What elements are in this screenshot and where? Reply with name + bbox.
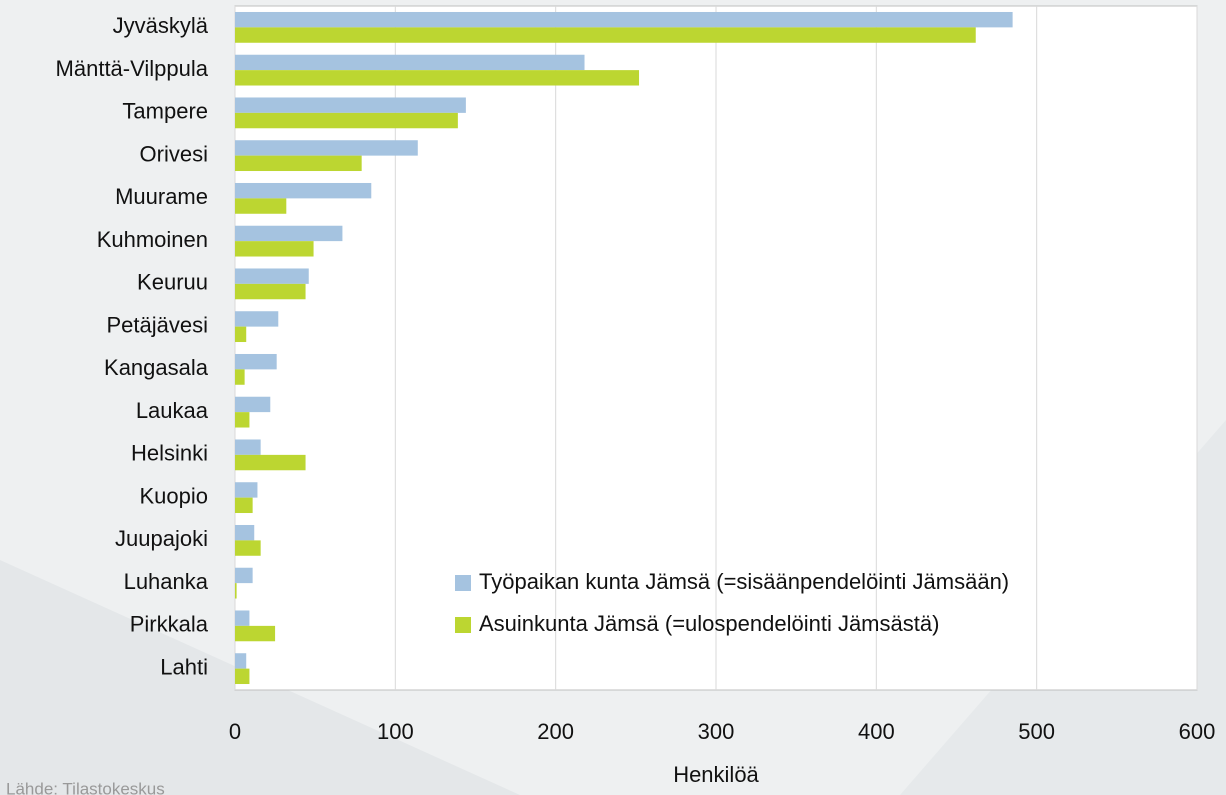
bar <box>235 668 250 685</box>
y-tick-label: Orivesi <box>140 141 208 166</box>
bar <box>235 540 261 556</box>
bar <box>235 326 247 343</box>
x-tick-label: 300 <box>698 719 735 744</box>
x-tick-label: 600 <box>1179 719 1216 744</box>
bar <box>235 567 253 584</box>
bar <box>235 497 253 514</box>
y-tick-label: Luhanka <box>124 569 209 594</box>
bar <box>235 225 343 242</box>
legend-swatch <box>455 575 471 591</box>
bar <box>235 524 255 541</box>
legend-label: Asuinkunta Jämsä (=ulospendelöinti Jämsä… <box>479 611 939 636</box>
y-tick-label: Juupajoki <box>115 526 208 551</box>
y-tick-label: Petäjävesi <box>106 312 208 337</box>
bar <box>235 454 306 471</box>
bar <box>235 625 276 642</box>
legend-swatch <box>455 617 471 633</box>
y-tick-label: Mänttä-Vilppula <box>56 56 209 81</box>
y-tick-label: Kuhmoinen <box>97 227 208 252</box>
bar <box>235 140 418 156</box>
x-tick-label: 0 <box>229 719 241 744</box>
bar <box>235 353 277 370</box>
bar <box>235 583 237 599</box>
bar <box>235 112 458 129</box>
y-tick-label: Lahti <box>160 654 208 679</box>
y-tick-label: Keuruu <box>137 270 208 295</box>
bar <box>235 412 250 428</box>
bar <box>235 439 261 455</box>
legend-label: Työpaikan kunta Jämsä (=sisäänpendelöint… <box>479 569 1009 594</box>
x-tick-label: 400 <box>858 719 895 744</box>
x-tick-label: 100 <box>377 719 414 744</box>
bar <box>235 155 362 172</box>
bar <box>235 482 258 498</box>
x-tick-label: 500 <box>1018 719 1055 744</box>
bar <box>235 27 976 43</box>
y-tick-label: Laukaa <box>136 398 209 423</box>
bar <box>235 182 372 199</box>
bar <box>235 198 287 214</box>
bar <box>235 653 247 669</box>
bar <box>235 54 585 71</box>
bar <box>235 97 466 113</box>
bar <box>235 311 279 327</box>
bar <box>235 396 271 413</box>
y-tick-label: Muurame <box>115 184 208 209</box>
bar <box>235 283 306 300</box>
source: Lähde: Tilastokeskus <box>6 779 165 795</box>
y-tick-label: Tampere <box>122 99 208 124</box>
bar <box>235 11 1013 28</box>
y-tick-label: Kangasala <box>104 355 209 380</box>
bar <box>235 268 309 284</box>
y-tick-label: Pirkkala <box>130 612 209 637</box>
y-tick-label: Helsinki <box>131 441 208 466</box>
y-tick-label: Kuopio <box>139 483 208 508</box>
x-tick-label: 200 <box>537 719 574 744</box>
bar <box>235 70 640 86</box>
y-tick-label: Jyväskylä <box>113 13 209 38</box>
x-axis-label: Henkilöä <box>673 762 759 787</box>
bar <box>235 241 314 257</box>
bar <box>235 369 245 385</box>
bar <box>235 610 250 626</box>
